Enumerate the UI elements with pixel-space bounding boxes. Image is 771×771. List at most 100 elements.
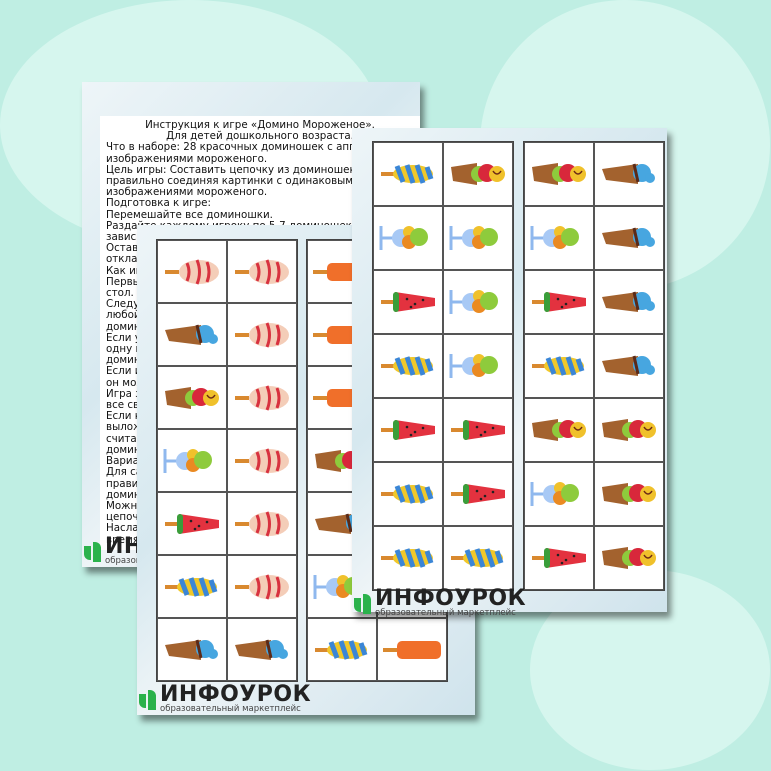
pink-popsicle-icon [235,321,289,348]
domino-tile [443,462,513,526]
domino-tile [157,618,227,681]
glass-cup-icon [449,226,498,250]
domino-tile [443,206,513,270]
instruction-subtitle: Для детей дошкольного возраста. [166,130,354,143]
domino-tile [157,429,227,492]
instruction-line: Оставь [106,242,145,255]
domino-column [523,141,665,591]
watermelon-popsicle-icon [381,292,435,312]
twist-popsicle-icon [165,576,218,597]
instruction-line: Перемешайте все доминошки. [106,208,273,221]
instruction-line: Если и [106,365,142,378]
instruction-line: Если у [106,331,141,344]
instruction-line: домин [106,320,141,333]
instruction-line: Для са [106,466,143,479]
watermelon-popsicle-icon [532,548,586,568]
domino-tile [307,618,377,681]
domino-tile [443,526,513,590]
domino-tile [524,462,594,526]
domino-tile [373,142,443,206]
domino-column [156,239,298,682]
domino-tile [373,398,443,462]
domino-tile [443,398,513,462]
glass-cup-icon [449,354,498,378]
instruction-line: Что в наборе: 28 красочных доминошек с а… [106,141,375,154]
domino-tile [227,366,297,429]
twist-popsicle-icon [381,548,434,568]
domino-tile [524,334,594,398]
instruction-line: Как иг [106,264,142,277]
logo-mark-icon [84,541,102,562]
domino-tile [594,398,664,462]
glass-cup-icon [163,448,212,473]
glass-cup-icon [530,482,579,506]
pink-popsicle-icon [235,384,289,411]
instruction-line: зависи [106,231,143,244]
logo-tagline: образовательный маркетплейс [160,704,301,714]
glass-cup-icon [313,574,362,599]
domino-tile [227,429,297,492]
pink-popsicle-icon [235,447,289,474]
domino-tile [157,555,227,618]
twist-popsicle-icon [315,639,368,660]
pink-popsicle-icon [165,258,219,285]
domino-tile [157,240,227,303]
instruction-title: Инструкция к игре «Домино Мороженое». [145,119,375,131]
logo-mark-icon [354,593,372,614]
watermelon-popsicle-icon [532,292,586,312]
watermelon-popsicle-icon [451,484,505,504]
instruction-line: Следу [106,298,140,311]
twist-popsicle-icon [532,356,585,376]
domino-tile [524,206,594,270]
domino-tile [443,334,513,398]
instruction-line: любой [106,309,141,322]
pink-popsicle-icon [235,258,289,285]
cone-blue-icon [165,324,218,345]
instruction-line: Можно [106,499,144,512]
domino-column [372,141,514,591]
instruction-line: правильно соединяя картинки с одинаковым… [106,175,360,188]
domino-tile [443,270,513,334]
watermelon-popsicle-icon [165,513,219,534]
domino-tile [373,462,443,526]
instruction-line: стол. [106,287,134,300]
domino-tile [524,398,594,462]
instruction-line: одну и [106,343,143,356]
instruction-line: Подготовка к игре: [106,197,211,210]
cone-blue-icon [235,639,288,660]
domino-tile [524,142,594,206]
twist-popsicle-icon [381,164,434,184]
domino-tile [524,526,594,590]
domino-tile [443,142,513,206]
cone-blue-icon [165,639,218,660]
glass-cup-icon [530,226,579,250]
domino-sheet-front: ИНФОУРОК образовательный маркетплейс [352,128,667,618]
glass-cup-icon [379,226,428,250]
cone-blue-icon [602,163,655,184]
cone-scoops-icon [602,419,656,441]
domino-tile [594,334,664,398]
instruction-line: вылож [106,421,143,434]
instruction-line: Наслаж [106,522,148,535]
instruction-line: домин [106,488,141,501]
logo-name: ИНФОУРОК [160,682,312,707]
cone-blue-icon [602,355,655,376]
instruction-line: время [106,533,139,546]
twist-popsicle-icon [381,356,434,376]
domino-tile [227,555,297,618]
domino-tile [373,206,443,270]
cone-scoops-icon [602,483,656,505]
domino-tile [594,142,664,206]
instruction-line: Первы [106,275,141,288]
domino-tile [594,462,664,526]
logo-tagline: образовательный маркетплейс [375,608,516,618]
domino-tile [227,303,297,366]
pink-popsicle-icon [235,510,289,537]
domino-tile [524,270,594,334]
cone-scoops-icon [165,386,219,409]
domino-tile [373,526,443,590]
domino-tile [377,618,447,681]
instruction-line: цепочк [106,511,145,524]
domino-tile [594,206,664,270]
